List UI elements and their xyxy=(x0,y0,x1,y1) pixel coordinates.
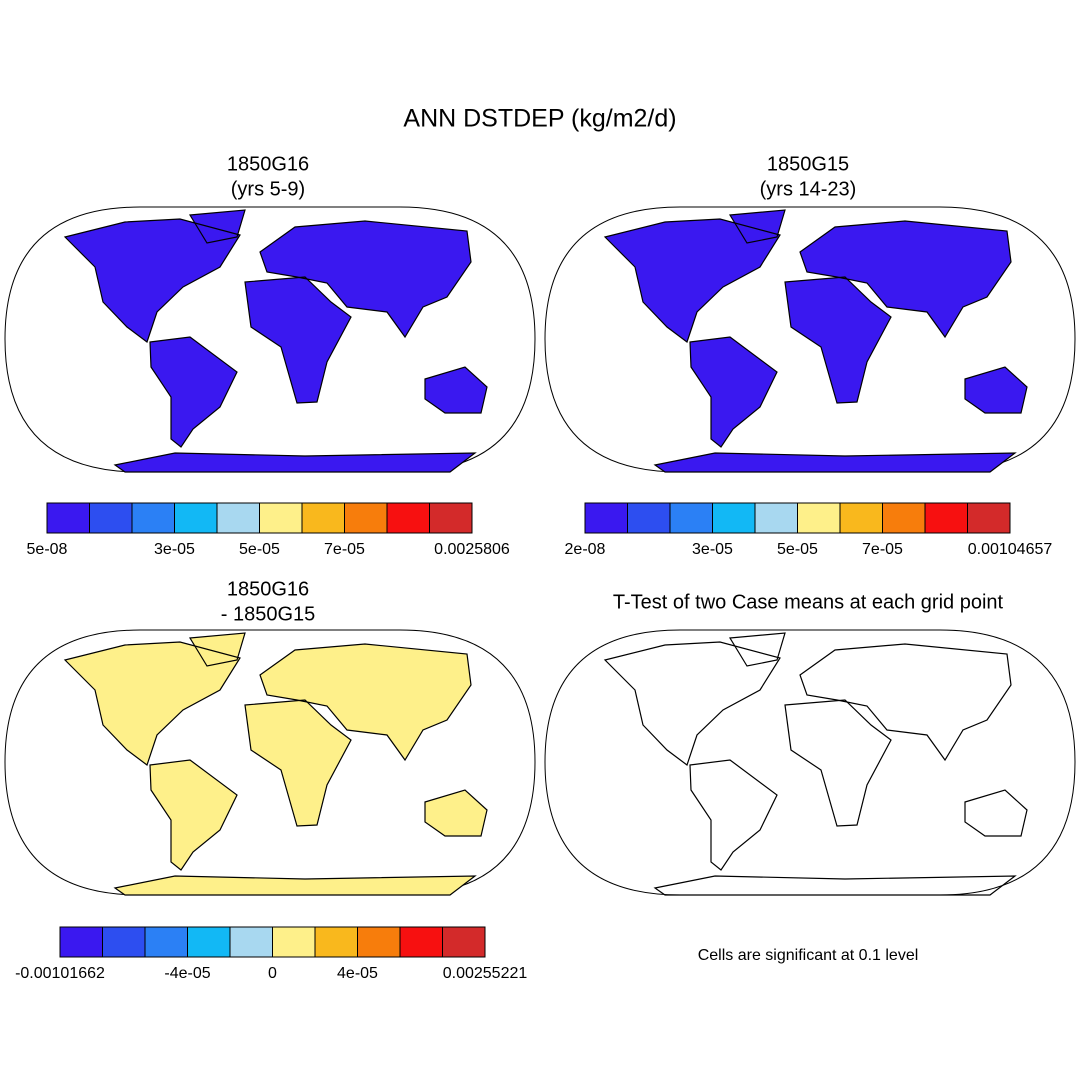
colorbar-label: -4e-05 xyxy=(164,965,210,982)
colorbar-box xyxy=(216,502,260,534)
colorbar-box xyxy=(229,926,273,958)
colorbar-box xyxy=(386,502,430,534)
colorbar-label: 3e-05 xyxy=(692,541,733,558)
colorbar-box xyxy=(584,502,628,534)
colorbar-box xyxy=(399,926,443,958)
colorbars: 5e-08 3e-05 5e-05 7e-05 0.0025806 2e-08 3e-05 5… xyxy=(15,502,1053,982)
colorbar-label: 4e-05 xyxy=(337,965,378,982)
colorbar-label: 5e-05 xyxy=(239,541,280,558)
colorbar-label: 3e-05 xyxy=(154,541,195,558)
colorbar-box xyxy=(882,502,926,534)
panel-subtitle: (yrs 14-23) xyxy=(760,178,857,200)
panel-title: T-Test of two Case means at each grid po… xyxy=(613,591,1004,613)
colorbar-box xyxy=(712,502,756,534)
colorbar-box xyxy=(797,502,841,534)
colorbar-box xyxy=(131,502,175,534)
panel-title: 1850G16 xyxy=(227,153,309,175)
panel-subtitle: - 1850G15 xyxy=(221,603,316,625)
colorbar-box xyxy=(754,502,798,534)
colorbar-box xyxy=(967,502,1011,534)
note: Cells are significant at 0.1 level xyxy=(698,947,919,964)
colorbar-label: 5e-08 xyxy=(27,541,68,558)
colorbar-label: 0.0025806 xyxy=(434,541,510,558)
panel-title: 1850G15 xyxy=(767,153,849,175)
colorbar-box xyxy=(272,926,316,958)
colorbar-label: 0.00255221 xyxy=(443,965,528,982)
colorbar-box xyxy=(187,926,231,958)
colorbar-box xyxy=(429,502,473,534)
colorbar-box xyxy=(46,502,90,534)
colorbar-box xyxy=(627,502,671,534)
colorbar-box xyxy=(839,502,883,534)
map xyxy=(4,629,536,896)
colorbar-box xyxy=(301,502,345,534)
map xyxy=(4,206,536,473)
colorbar-box xyxy=(144,926,188,958)
colorbar-label: 2e-08 xyxy=(565,541,606,558)
colorbar-box xyxy=(59,926,103,958)
colorbar-label: 5e-05 xyxy=(777,541,818,558)
colorbar-label: 0.00104657 xyxy=(968,541,1053,558)
map xyxy=(544,206,1076,473)
colorbar-box xyxy=(357,926,401,958)
colorbar-label: 7e-05 xyxy=(324,541,365,558)
colorbar-box xyxy=(259,502,303,534)
figure-title: ANN DSTDEP (kg/m2/d) xyxy=(403,105,676,133)
colorbar-label: 7e-05 xyxy=(862,541,903,558)
panel-title: 1850G16 xyxy=(227,578,309,600)
colorbar-box xyxy=(924,502,968,534)
colorbar-label: 0 xyxy=(268,965,277,982)
map xyxy=(544,629,1076,896)
colorbar-box xyxy=(174,502,218,534)
panel-subtitle: (yrs 5-9) xyxy=(231,178,305,200)
colorbar-box xyxy=(89,502,133,534)
colorbar-box xyxy=(344,502,388,534)
colorbar-label: -0.00101662 xyxy=(15,965,105,982)
colorbar-box xyxy=(314,926,358,958)
colorbar-box xyxy=(442,926,486,958)
colorbar-box xyxy=(102,926,146,958)
colorbar-box xyxy=(669,502,713,534)
